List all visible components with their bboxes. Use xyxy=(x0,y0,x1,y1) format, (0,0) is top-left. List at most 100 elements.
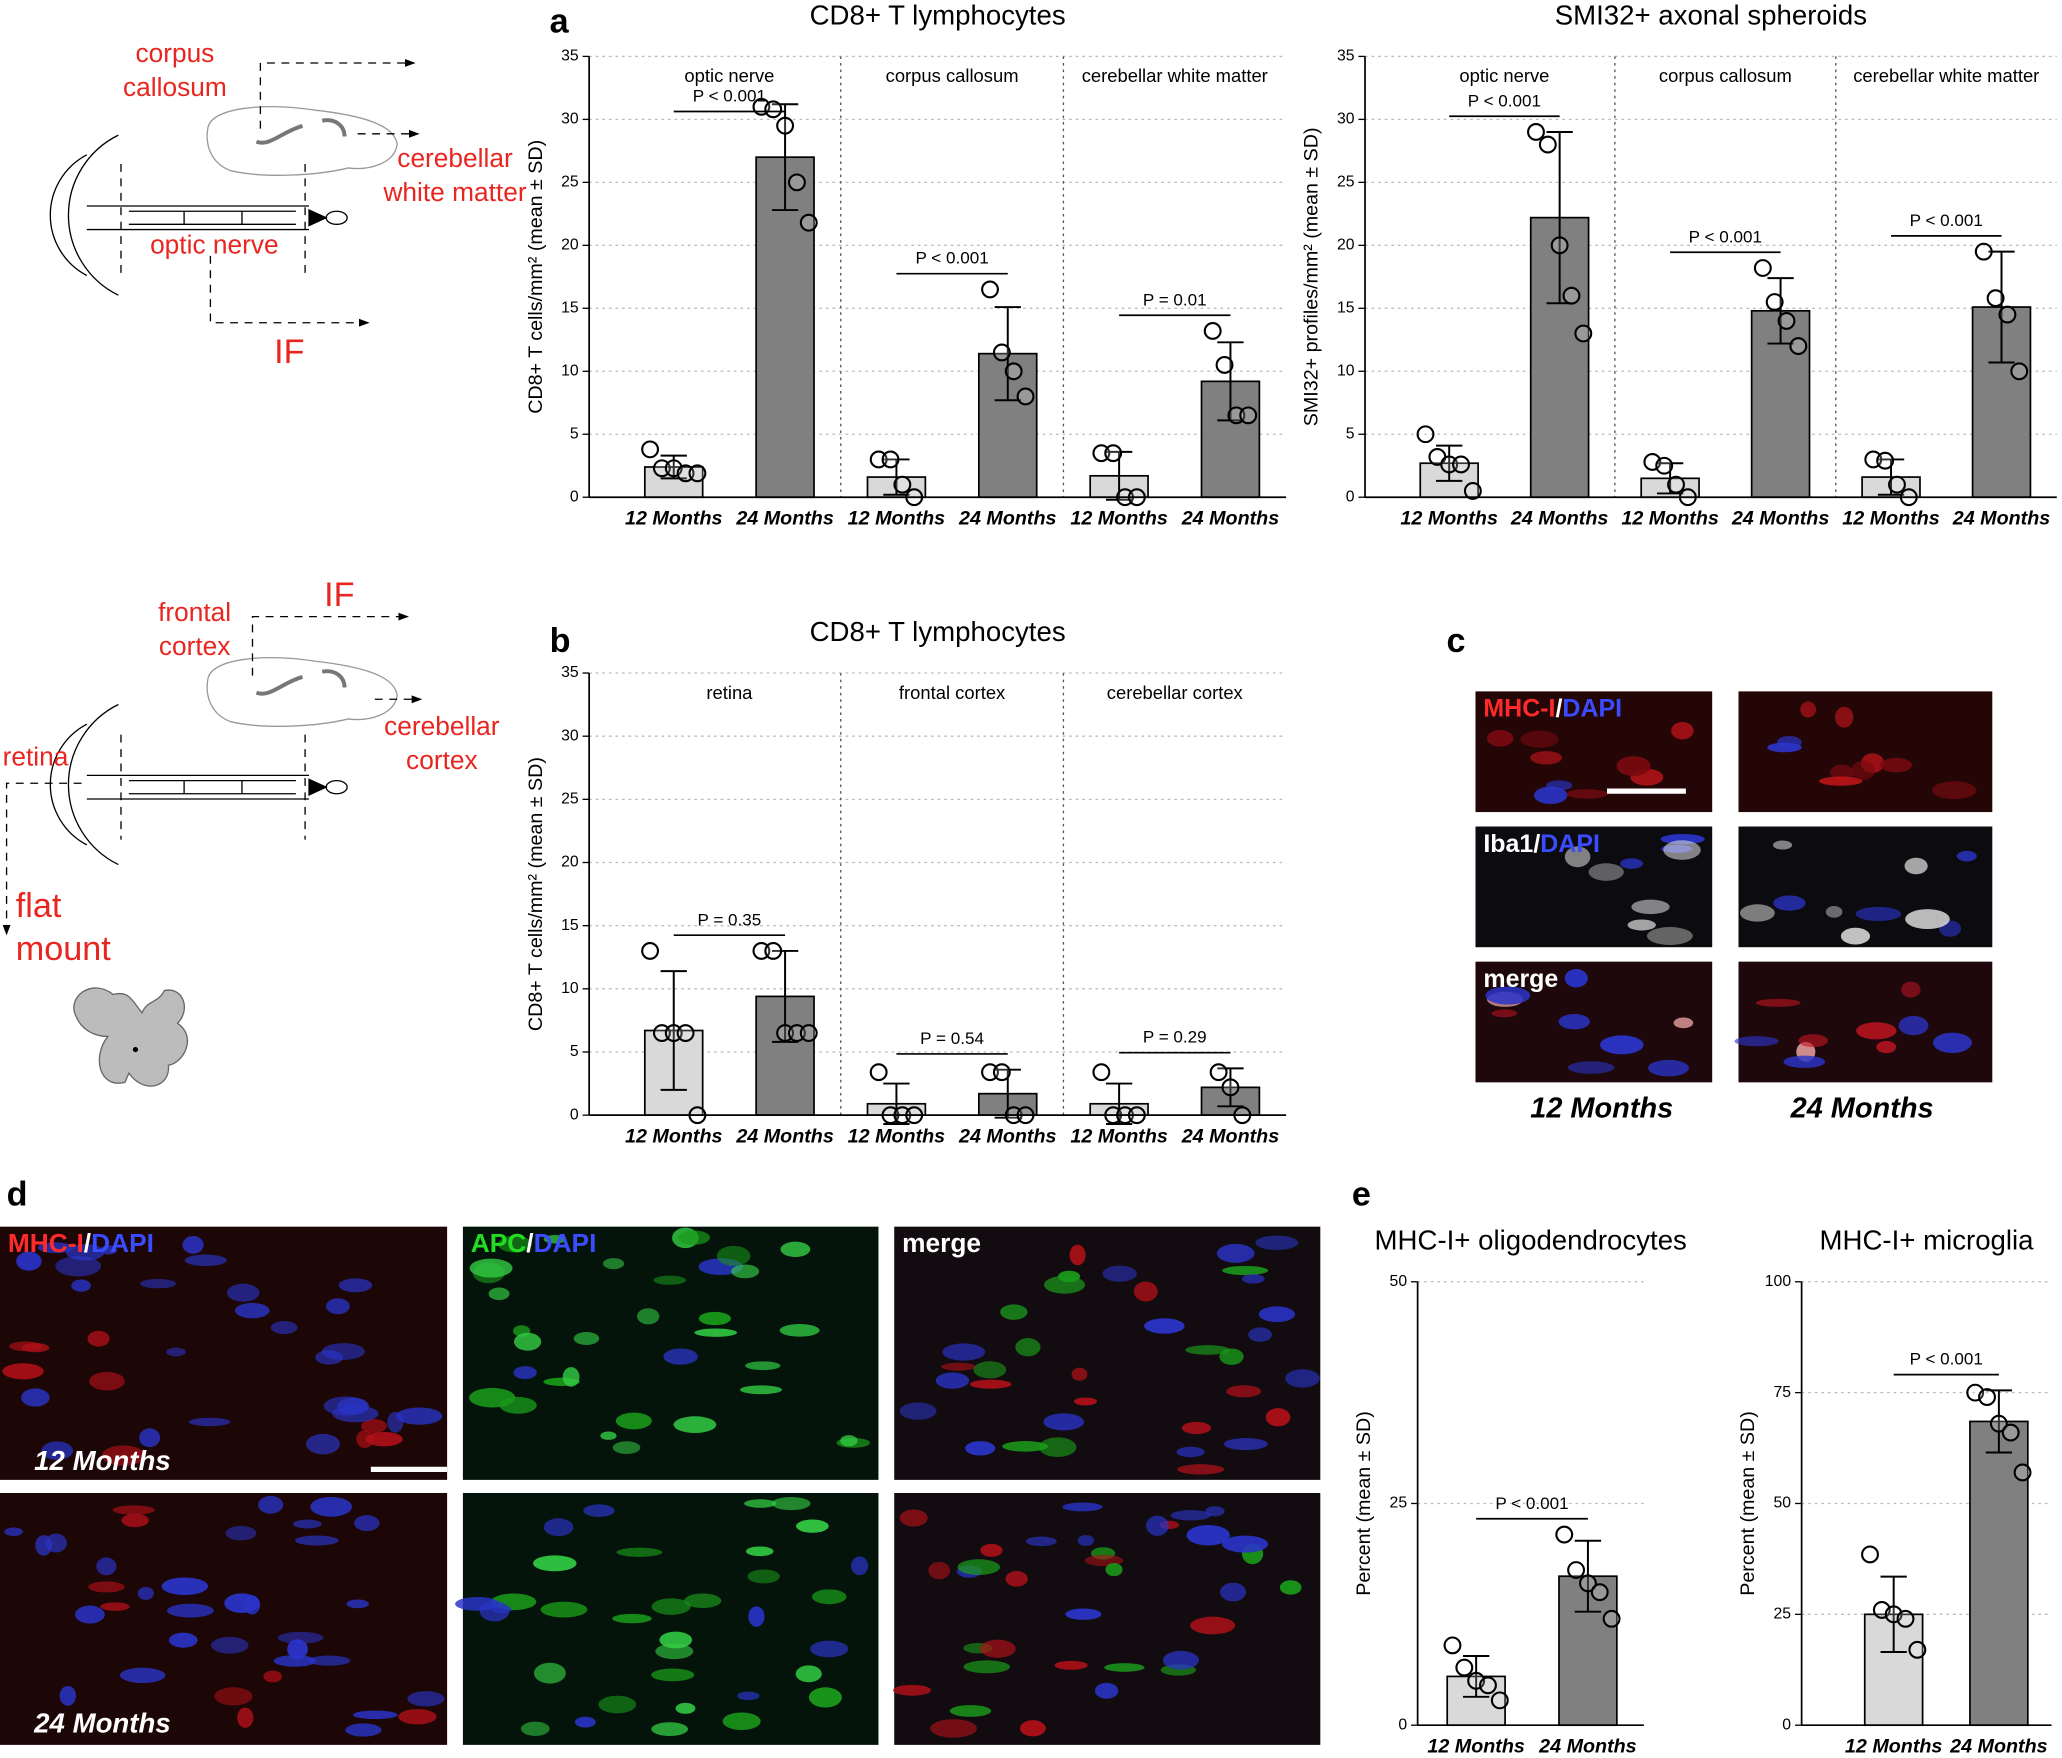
data-point xyxy=(1550,236,1569,255)
x-tick-label: 12 Months xyxy=(1070,508,1168,530)
text-line: IF xyxy=(324,576,354,614)
data-point xyxy=(2010,362,2029,381)
cell xyxy=(89,1371,125,1391)
cell xyxy=(949,1705,992,1717)
p-value: P < 0.001 xyxy=(1689,227,1762,246)
cell xyxy=(1755,998,1801,1007)
optic-nerve-shape xyxy=(86,774,310,800)
cell xyxy=(168,1632,198,1648)
micrograph-label: MHC-I/DAPI xyxy=(1483,694,1622,722)
p-value: P < 0.001 xyxy=(915,249,988,268)
data-point xyxy=(1239,406,1258,425)
cell xyxy=(88,1581,125,1593)
cell xyxy=(543,1235,567,1244)
cell xyxy=(112,1505,155,1515)
error-bar xyxy=(1105,1082,1133,1125)
cell xyxy=(21,1343,50,1353)
x-tick-label: 12 Months xyxy=(848,508,946,530)
cell xyxy=(321,1343,365,1360)
cell xyxy=(722,1712,761,1731)
cell xyxy=(338,1278,373,1293)
cell xyxy=(675,1702,696,1714)
micrograph-bg xyxy=(462,1492,879,1745)
brain-outline xyxy=(206,106,398,176)
y-tick-label: 10 xyxy=(1337,362,1355,379)
cell xyxy=(1905,909,1950,929)
row-label: 24 Months xyxy=(33,1708,171,1739)
cell xyxy=(739,1385,783,1395)
y-tick-label: 20 xyxy=(1337,236,1355,253)
cell xyxy=(225,1525,257,1541)
cell xyxy=(1660,833,1705,845)
cell xyxy=(1221,1535,1269,1553)
error-bar xyxy=(994,306,1021,402)
cell xyxy=(941,1362,976,1371)
data-point xyxy=(2001,1423,2020,1442)
y-tick-label: 15 xyxy=(1337,299,1355,316)
data-point xyxy=(2013,1463,2032,1482)
cell xyxy=(1564,846,1591,868)
cell xyxy=(935,1372,970,1389)
y-tick-label: 50 xyxy=(1774,1495,1792,1512)
cell xyxy=(1002,1441,1049,1452)
cell xyxy=(307,1655,351,1666)
x-tick-label: 24 Months xyxy=(1181,1126,1280,1148)
group-label: cerebellar cortex xyxy=(1107,682,1243,703)
cell xyxy=(980,1543,1003,1557)
cell xyxy=(1734,1036,1779,1047)
cell xyxy=(398,1709,437,1725)
text-line: cerebellar xyxy=(384,711,500,741)
cell xyxy=(1671,722,1694,740)
x-tick-label: 12 Months xyxy=(1842,508,1940,530)
cell xyxy=(1133,1281,1158,1302)
schematic-label: cerebellar white matter xyxy=(382,143,526,207)
micrograph-label: merge xyxy=(1483,965,1558,993)
cell xyxy=(273,1655,316,1667)
error-bar xyxy=(1880,1575,1907,1654)
cell xyxy=(1800,701,1817,718)
cell xyxy=(659,1631,693,1649)
cell xyxy=(21,1388,50,1407)
label-part: DAPI xyxy=(1540,830,1600,858)
data-point xyxy=(869,1063,888,1082)
cell xyxy=(612,1441,641,1455)
error-bar xyxy=(1436,444,1463,482)
cell xyxy=(1054,1660,1088,1670)
micrograph xyxy=(893,1492,1321,1745)
cell xyxy=(673,1416,717,1433)
cell xyxy=(1773,895,1806,911)
label-part: DAPI xyxy=(91,1228,154,1258)
micrograph-label: Iba1/DAPI xyxy=(1483,830,1600,858)
label-part: merge xyxy=(1483,965,1558,993)
data-point xyxy=(1443,1636,1462,1655)
x-tick-label: 12 Months xyxy=(625,1126,723,1148)
x-tick-label: 24 Months xyxy=(1949,1736,2048,1758)
micrograph xyxy=(1734,961,1993,1083)
y-tick-label: 25 xyxy=(1774,1606,1792,1623)
cell xyxy=(795,1665,822,1683)
data-point xyxy=(799,213,818,232)
cell xyxy=(1856,1022,1897,1040)
data-point xyxy=(1221,1078,1240,1097)
cell xyxy=(119,1667,166,1684)
cell xyxy=(744,1499,777,1508)
cell xyxy=(1818,776,1863,786)
micrograph xyxy=(1475,826,1713,948)
cell xyxy=(1486,730,1514,747)
cell xyxy=(1876,1040,1897,1054)
data-point xyxy=(1016,387,1035,406)
micrograph xyxy=(455,1492,879,1745)
cell xyxy=(1000,1304,1028,1320)
cell xyxy=(1069,1244,1086,1266)
cell xyxy=(96,1557,117,1576)
cell xyxy=(184,1254,227,1267)
y-axis-label: SMI32+ profiles/mm² (mean ± SD) xyxy=(1301,127,1323,426)
cell xyxy=(270,1321,298,1335)
micrograph xyxy=(1738,691,1993,813)
cell xyxy=(87,1330,110,1347)
data-point xyxy=(1974,242,1993,261)
cell xyxy=(65,1244,105,1261)
data-point xyxy=(1452,455,1470,474)
cell xyxy=(513,1366,537,1380)
data-point xyxy=(776,116,795,135)
